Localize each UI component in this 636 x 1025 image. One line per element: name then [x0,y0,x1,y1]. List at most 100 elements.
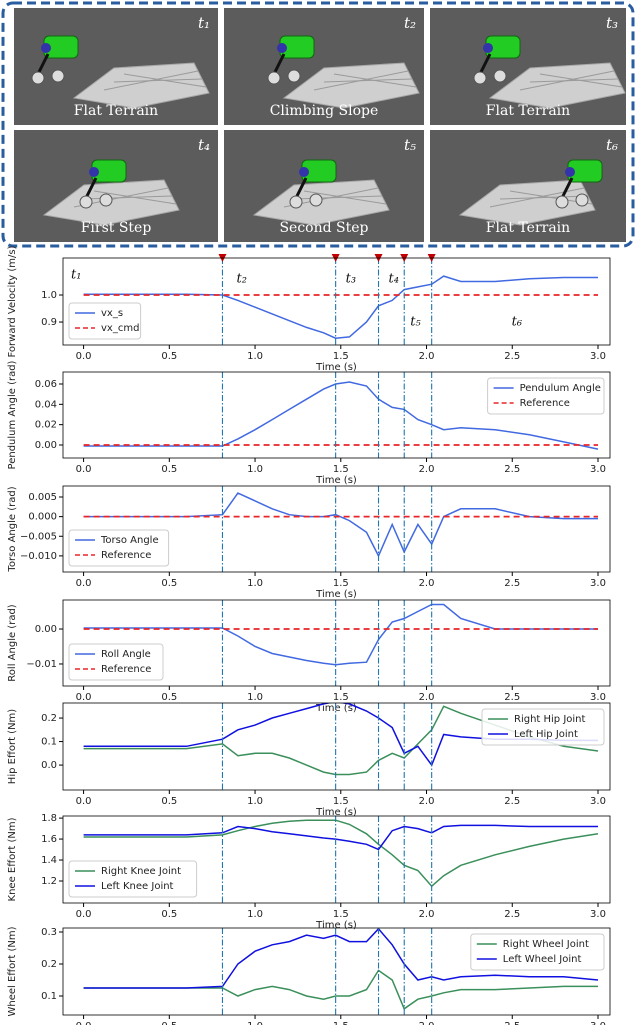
y-tick-label: 0.9 [41,317,57,328]
x-tick-label: 2.5 [504,692,520,703]
plot-frame [62,599,611,687]
x-tick-label: 1.0 [247,578,263,589]
legend-box [68,860,198,898]
robot-leg [478,53,492,75]
x-tick-label: 2.0 [419,909,435,920]
legend-label: Left Wheel Joint [503,954,582,965]
robot-leg [294,177,308,199]
x-tick-label: 1.0 [247,464,263,475]
stairs [458,179,596,226]
y-tick-label: 1.6 [41,834,57,845]
stair-edge [303,190,387,205]
stair-edge [539,73,623,88]
y-tick-label: 1.8 [41,813,57,824]
x-tick-label: 2.0 [419,464,435,475]
stair-edge [323,78,413,83]
robot-wheel [31,71,45,85]
x-tick-label: 1.5 [333,464,349,475]
x-tick-label: 1.0 [247,909,263,920]
x-tick-label: 3.0 [590,692,606,703]
legend-box [68,643,164,681]
annotation: t₅ [410,315,421,330]
y-tick-label: 1.0 [41,290,57,301]
x-axis-label: Time (s) [315,475,357,486]
legend-label: Right Hip Joint [514,714,586,725]
x-tick-label: 1.0 [247,796,263,807]
annotation: t₄ [389,272,399,287]
x-tick-label: 1.5 [333,578,349,589]
series-line [83,819,599,888]
plot-frame [62,815,611,904]
y-axis-label: Hip Effort (Nm) [7,709,18,784]
robot-joint [565,167,575,177]
scene-label: Flat Terrain [486,103,570,119]
y-tick-label: −0.01 [26,659,57,670]
y-axis-label: Knee Effort (Nm) [7,817,18,901]
legend-label: Right Knee Joint [101,866,181,877]
y-axis-label: Torso Angle (rad) [7,486,18,572]
x-tick-label: 0.5 [161,796,177,807]
stair-edge [293,195,383,200]
y-tick-label: 0.0 [41,760,57,771]
x-axis-label: Time (s) [315,362,357,373]
x-tick-label: 2.5 [504,464,520,475]
robot-joint [277,43,287,53]
y-tick-label: 0.2 [41,959,57,970]
legend-label: Roll Angle [101,649,151,660]
robot-wheel [289,195,303,209]
x-tick-label: 3.0 [590,351,606,362]
scene-label: First Step [81,220,152,236]
legend-label: Reference [520,398,570,409]
plot-frame [62,485,611,573]
x-tick-label: 0.5 [161,1021,177,1025]
legend-box [68,529,170,567]
y-tick-label: −0.005 [20,531,57,542]
legend-label: Left Knee Joint [101,881,174,892]
legend-box [470,933,605,971]
robot-wheel [473,71,487,85]
robot-joint [89,167,99,177]
y-axis-label: Roll Angle (rad) [7,604,18,681]
scene-label: Flat Terrain [74,103,158,119]
robot-leg [84,177,98,199]
x-tick-label: 1.0 [247,351,263,362]
robot-wheel [79,195,93,209]
x-tick-label: 2.5 [504,1021,520,1025]
robot-leg [272,53,286,75]
x-tick-label: 1.5 [333,692,349,703]
x-tick-label: 1.5 [333,351,349,362]
robot-wheel [51,69,65,83]
robot-wheel [287,69,301,83]
x-tick-label: 3.0 [590,909,606,920]
legend-label: Pendulum Angle [520,383,601,394]
scene-label: Second Step [279,220,368,236]
legend-label: vx_cmd [101,323,139,334]
x-tick-label: 0.5 [161,692,177,703]
stair-edge [529,78,619,83]
y-axis-label: Forward Velocity (m/s) [7,245,18,357]
y-axis-label: Pendulum Angle (rad) [7,360,18,469]
x-tick-label: 0.0 [76,692,92,703]
robot-leg [36,53,50,75]
x-tick-label: 2.0 [419,1021,435,1025]
y-axis-label: Wheel Effort (Nm) [7,926,18,1016]
stairs [282,62,420,109]
x-tick-label: 3.0 [590,464,606,475]
x-tick-label: 2.5 [504,796,520,807]
robot-joint [483,43,493,53]
y-tick-label: 0.000 [28,512,57,523]
x-axis-label: Time (s) [315,589,357,600]
y-tick-label: 0.00 [35,624,57,635]
y-tick-label: 1.4 [41,855,57,866]
stair-edge [113,78,203,83]
x-tick-label: 1.5 [333,796,349,807]
legend-label: Torso Angle [100,535,159,546]
scene-time: t₁ [198,14,210,32]
x-tick-label: 3.0 [590,578,606,589]
y-tick-label: −0.010 [20,551,57,562]
x-tick-label: 2.0 [419,796,435,807]
x-tick-label: 0.5 [161,909,177,920]
x-tick-label: 2.5 [504,909,520,920]
x-tick-label: 2.0 [419,692,435,703]
x-tick-label: 2.5 [504,351,520,362]
